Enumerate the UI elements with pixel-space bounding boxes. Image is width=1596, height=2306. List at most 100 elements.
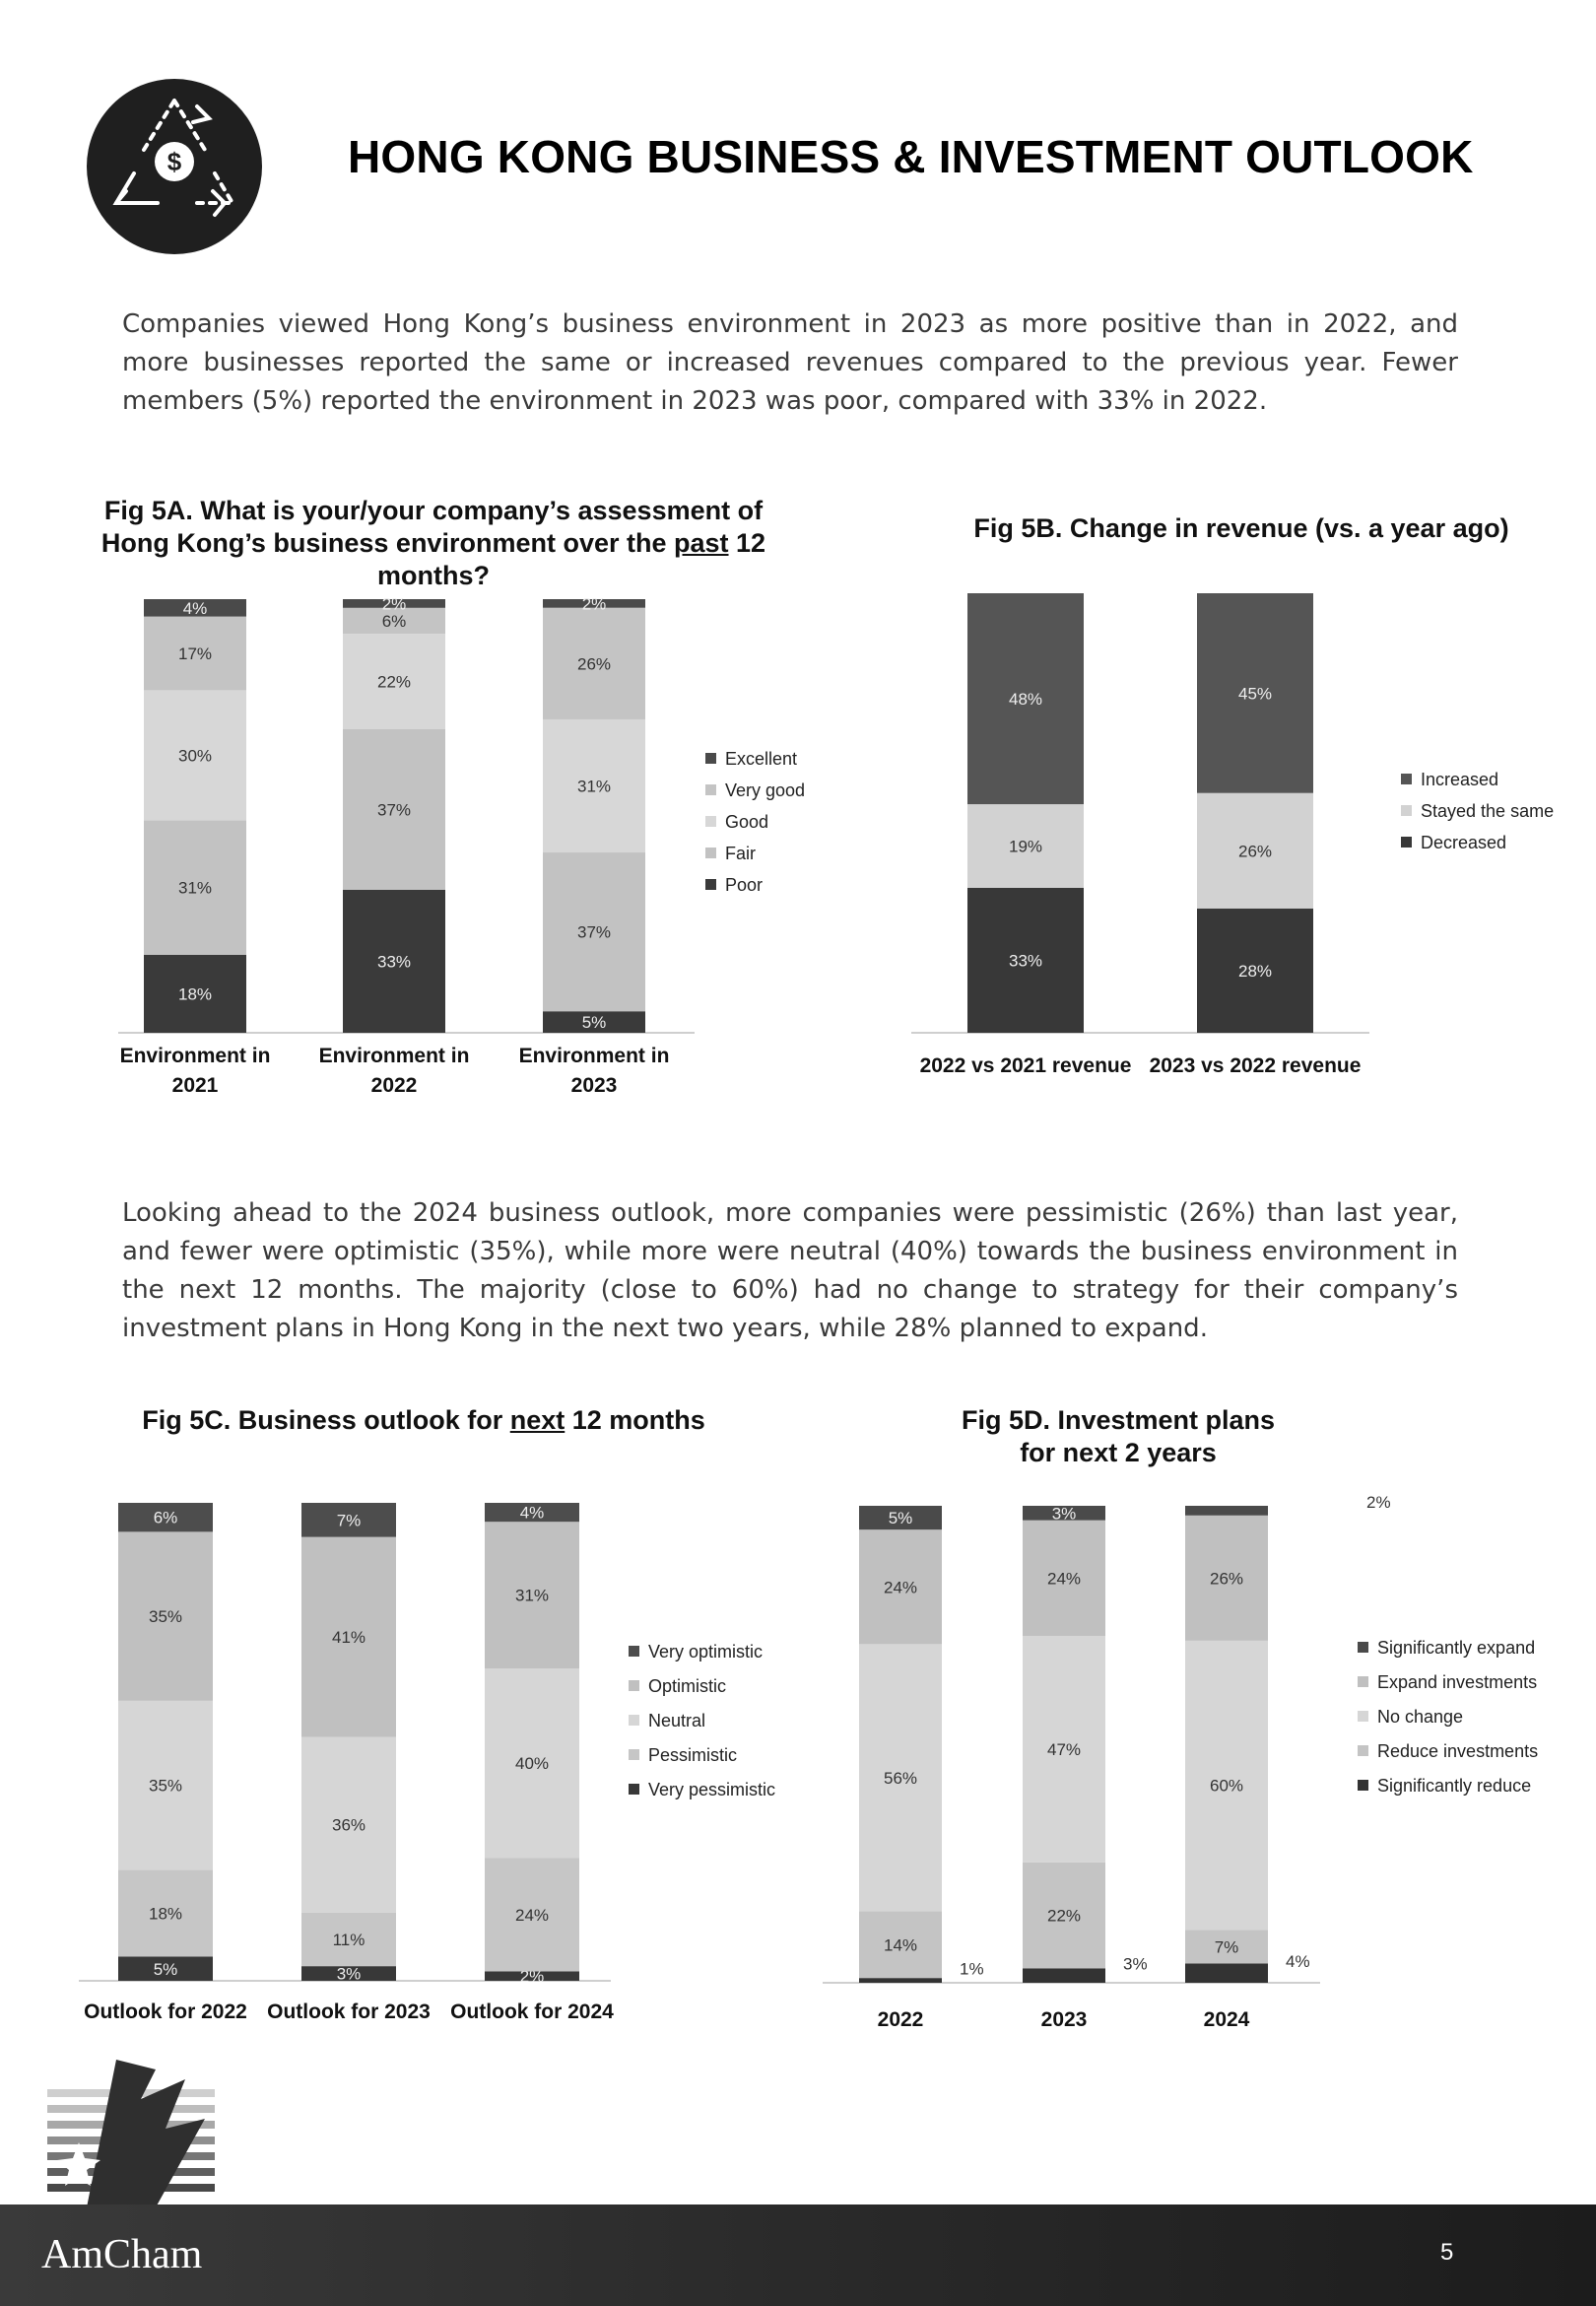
fig5d-data-label: 7%: [1215, 1937, 1239, 1956]
fig5a-bar-1-3: [343, 607, 445, 635]
fig5c-legend-label: Optimistic: [648, 1676, 726, 1696]
fig5d-legend-label: Expand investments: [1377, 1672, 1537, 1692]
fig5a-bar-2-1: [543, 852, 645, 1012]
fig5a-title: Fig 5A. What is your/your company’s asse…: [100, 496, 766, 590]
fig5d-bar-1-0: [1023, 1968, 1105, 1983]
fig5d-category-label: 2023: [1041, 2008, 1088, 2031]
fig5b-legend-label: Stayed the same: [1421, 801, 1554, 821]
fig5c-data-label: 3%: [337, 1965, 362, 1984]
fig5a-bar-1-0: [343, 889, 445, 1033]
fig5c-legend-label: Neutral: [648, 1711, 705, 1730]
fig5a-bar-1-2: [343, 634, 445, 729]
fig5b-bar-0-2: [967, 593, 1084, 805]
fig5b-category-label: 2022 vs 2021 revenue: [920, 1054, 1132, 1077]
fig5b-data-label: 48%: [1009, 690, 1042, 709]
dollar-cycle-icon: $: [87, 79, 262, 254]
page-number: 5: [1440, 2239, 1454, 2266]
fig5b-legend-swatch: [1401, 805, 1412, 816]
fig5b-bar-0-0: [967, 887, 1084, 1033]
fig5d-bar-2-0: [1185, 1963, 1268, 1983]
fig5a-data-label: 31%: [577, 778, 611, 796]
fig5d-legend-label: No change: [1377, 1707, 1463, 1727]
fig5c-data-label: 18%: [149, 1904, 182, 1923]
fig5c-title: Fig 5C. Business outlook for next 12 mon…: [142, 1405, 705, 1435]
fig5c-category-label: Outlook for 2024: [450, 2001, 614, 2023]
fig5a-bar-2-0: [543, 1011, 645, 1033]
fig5c-bar-0-0: [118, 1956, 213, 1981]
fig5c-bar-0-3: [118, 1531, 213, 1701]
fig5b-bar-0-1: [967, 804, 1084, 888]
fig5b-legend-swatch: [1401, 837, 1412, 848]
fig5d-data-label: 5%: [889, 1509, 913, 1527]
fig5d-data-label: 47%: [1047, 1740, 1081, 1759]
fig5c-data-label: 41%: [332, 1628, 366, 1647]
fig5d-data-label: 3%: [1052, 1504, 1077, 1523]
fig5c-data-label: 40%: [515, 1754, 549, 1773]
footer-bar: [0, 2204, 1596, 2306]
fig5d-category-label: 2024: [1204, 2008, 1250, 2031]
fig5d-bar-2-1: [1185, 1930, 1268, 1964]
fig5c-legend-swatch: [629, 1680, 639, 1691]
fig5c-bar-1-1: [301, 1912, 396, 1967]
fig5d-bar-0-0: [859, 1978, 942, 1983]
fig5d-category-label: 2022: [878, 2008, 924, 2031]
fig5a-bar-1-4: [343, 599, 445, 608]
fig5d-data-label: 56%: [884, 1769, 917, 1788]
fig5a-data-label: 33%: [377, 952, 411, 971]
fig5b-category-label: 2023 vs 2022 revenue: [1150, 1054, 1362, 1077]
fig5d-bar-2-3: [1185, 1515, 1268, 1641]
fig5d-data-label: 4%: [1286, 1952, 1310, 1971]
fig5c-bar-2-3: [485, 1522, 579, 1669]
fig5a-category-label: 2022: [371, 1074, 418, 1097]
fig5a-bar-2-3: [543, 607, 645, 719]
fig5c-data-label: 35%: [149, 1777, 182, 1796]
fig5c-legend-label: Pessimistic: [648, 1745, 737, 1765]
fig5a-bar-0-3: [144, 616, 246, 691]
fig5d-legend-swatch: [1358, 1711, 1368, 1722]
fig5a-category-label: Environment in: [519, 1045, 670, 1067]
fig5c-data-label: 11%: [333, 1931, 366, 1949]
fig5c-legend-swatch: [629, 1749, 639, 1760]
footer-brand: AmCham: [41, 2232, 203, 2277]
fig5a-data-label: 18%: [178, 984, 212, 1003]
fig5c-bar-1-4: [301, 1503, 396, 1537]
page-title: HONG KONG BUSINESS & INVESTMENT OUTLOOK: [348, 131, 1474, 182]
fig5c-data-label: 2%: [520, 1967, 545, 1986]
fig5b-data-label: 45%: [1238, 684, 1272, 703]
fig5a-data-label: 22%: [377, 673, 411, 692]
fig5d-data-label: 60%: [1210, 1777, 1243, 1796]
fig5a-bar-2-2: [543, 718, 645, 853]
fig5d-bar-0-4: [859, 1506, 942, 1530]
fig5c-data-label: 36%: [332, 1816, 366, 1835]
fig5b-data-label: 33%: [1009, 951, 1042, 970]
fig5a-data-label: 17%: [178, 644, 212, 663]
fig5b-legend-swatch: [1401, 774, 1412, 784]
fig5c-legend-swatch: [629, 1646, 639, 1657]
fig5a-bar-0-4: [144, 599, 246, 617]
fig5d-bar-0-2: [859, 1644, 942, 1912]
fig5a-data-label: 2%: [382, 594, 407, 613]
fig5d-title: Fig 5D. Investment plans for next 2 years: [961, 1405, 1276, 1467]
fig5a-legend-swatch: [705, 753, 716, 764]
fig5d-data-label: 2%: [1366, 1493, 1391, 1512]
fig5c-bar-2-2: [485, 1668, 579, 1859]
fig5a-bar-0-1: [144, 820, 246, 955]
fig5d-data-label: 22%: [1047, 1907, 1081, 1926]
fig5a-legend-label: Fair: [725, 844, 756, 863]
fig5b-legend-label: Increased: [1421, 770, 1498, 789]
fig5a-bar-0-0: [144, 954, 246, 1033]
fig5d-bar-1-1: [1023, 1862, 1105, 1969]
fig5a-bar-2-4: [543, 599, 645, 608]
fig5d-legend-swatch: [1358, 1780, 1368, 1791]
fig5d-bar-1-3: [1023, 1520, 1105, 1636]
fig5c-bar-1-3: [301, 1536, 396, 1737]
fig5a-legend-swatch: [705, 784, 716, 795]
fig5c-legend-label: Very optimistic: [648, 1642, 763, 1662]
fig5b-legend-label: Decreased: [1421, 833, 1506, 852]
fig5a-bar-1-1: [343, 729, 445, 890]
fig5b-bar-1-1: [1197, 792, 1313, 909]
fig5a-data-label: 30%: [178, 746, 212, 765]
fig5a-data-label: 6%: [382, 612, 407, 631]
fig5a-legend-label: Poor: [725, 875, 763, 895]
